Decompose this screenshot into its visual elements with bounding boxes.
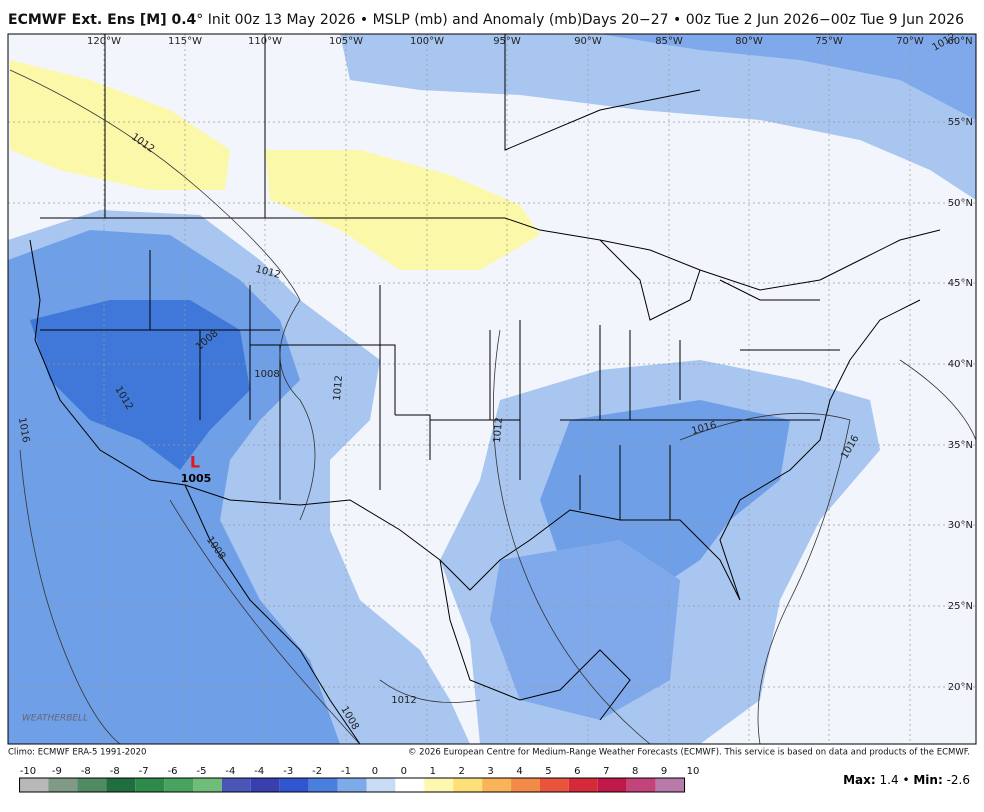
watermark: WEATHERBELL [22, 714, 88, 724]
separator: • [902, 773, 909, 787]
max-label: Max: [843, 773, 876, 787]
lat-label: 20°N [948, 682, 973, 693]
colorbar-label: 0 [372, 766, 378, 777]
contour-label: 1012 [391, 695, 416, 706]
lat-label: 45°N [948, 278, 973, 289]
colorbar-cell [597, 778, 627, 792]
colorbar-label: -7 [139, 766, 149, 777]
lon-label: 80°W [735, 36, 763, 47]
title-rest: ° Init 00z 13 May 2026 • MSLP (mb) and A… [196, 12, 582, 28]
lon-label: 85°W [655, 36, 683, 47]
colorbar-label: 5 [545, 766, 551, 777]
lon-label: 115°W [168, 36, 202, 47]
colorbar: -10 -9 -8 -8 -7 -6 -5 -4 -4 -3 -2 -1 0 0 1 2 3 4 5 6 7 8 9 10 [19, 766, 700, 793]
lat-label: 25°N [948, 601, 973, 612]
colorbar-label: -6 [168, 766, 178, 777]
lat-label: 35°N [948, 440, 973, 451]
colorbar-label: -4 [225, 766, 235, 777]
colorbar-cell [308, 778, 338, 792]
colorbar-cell [337, 778, 367, 792]
colorbar-label: 7 [603, 766, 609, 777]
min: -2.6 [947, 773, 970, 787]
colorbar-cell [19, 778, 49, 792]
colorbar-cell [453, 778, 483, 792]
colorbar-cell [626, 778, 656, 792]
lon-label: 95°W [493, 36, 521, 47]
copyright: © 2026 European Centre for Medium-Range … [408, 748, 970, 758]
colorbar-label: -3 [283, 766, 293, 777]
title-bold: ECMWF Ext. Ens [M] 0.4 [8, 12, 197, 28]
valid-time: Days 20−27 • 00z Tue 2 Jun 2026−00z Tue … [582, 12, 964, 28]
colorbar-cell [539, 778, 569, 792]
colorbar-cell [164, 778, 194, 792]
min-label: Min: [913, 773, 942, 787]
lon-label: 120°W [87, 36, 121, 47]
colorbar-frame [19, 777, 686, 793]
lat-label: 30°N [948, 520, 973, 531]
colorbar-cell [106, 778, 136, 792]
colorbar-label: -4 [254, 766, 264, 777]
colorbar-cell [221, 778, 251, 792]
contour-label: 1016 [16, 417, 31, 444]
lat-label: 50°N [948, 198, 973, 209]
low-symbol: L [190, 453, 200, 472]
colorbar-label: 8 [632, 766, 638, 777]
colorbar-label: 9 [661, 766, 667, 777]
colorbar-cell [135, 778, 165, 792]
colorbar-label: -9 [52, 766, 62, 777]
lon-label: 100°W [410, 36, 444, 47]
colorbar-cell [48, 778, 78, 792]
colorbar-label: 3 [487, 766, 493, 777]
colorbar-cell [511, 778, 540, 792]
title: ECMWF Ext. Ens [M] 0.4° Init 00z 13 May … [8, 12, 582, 28]
colorbar-label: 6 [574, 766, 580, 777]
colorbar-label: -8 [81, 766, 91, 777]
colorbar-label: 1 [430, 766, 436, 777]
colorbar-cell [482, 778, 512, 792]
lon-label: 110°W [248, 36, 282, 47]
colorbar-label: 2 [459, 766, 465, 777]
contour-label: 1008 [254, 369, 279, 380]
lat-label: 55°N [948, 117, 973, 128]
colorbar-label: -8 [110, 766, 120, 777]
stats: Max: 1.4 • Min: -2.6 [843, 773, 970, 787]
colorbar-cell [366, 778, 396, 792]
colorbar-cell [250, 778, 280, 792]
colorbar-label: 4 [516, 766, 522, 777]
lon-label: 70°W [896, 36, 924, 47]
max: 1.4 [880, 773, 899, 787]
colorbar-label: 10 [687, 766, 700, 777]
colorbar-cell [568, 778, 598, 792]
colorbar-cell [395, 778, 425, 792]
contour-label: 1012 [492, 417, 505, 443]
lon-label: 90°W [574, 36, 602, 47]
colorbar-label: -10 [20, 766, 36, 777]
lon-label: 60°N [947, 36, 972, 47]
lon-label: 75°W [815, 36, 843, 47]
lat-label: 40°N [948, 359, 973, 370]
map: L 1005 WEATHERBELL [7, 33, 977, 745]
colorbar-cell [655, 778, 685, 792]
climo: Climo: ECMWF ERA-5 1991-2020 [8, 748, 146, 758]
colorbar-label: -1 [341, 766, 351, 777]
colorbar-label: -5 [196, 766, 206, 777]
contour-label: 1012 [332, 375, 345, 401]
colorbar-cell [193, 778, 222, 792]
colorbar-label: -2 [312, 766, 322, 777]
colorbar-cell [77, 778, 107, 792]
low-value: 1005 [181, 472, 212, 485]
colorbar-cell [279, 778, 309, 792]
colorbar-label: 0 [401, 766, 407, 777]
colorbar-cell [424, 778, 454, 792]
lon-label: 105°W [329, 36, 363, 47]
